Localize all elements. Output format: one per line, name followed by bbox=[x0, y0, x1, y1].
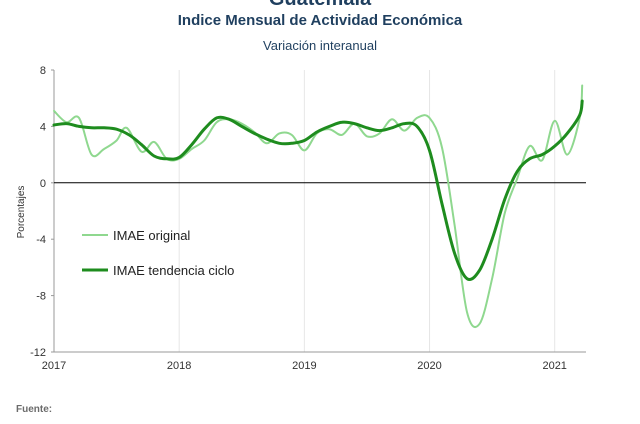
x-tick-label: 2019 bbox=[292, 360, 316, 372]
y-tick-label: 8 bbox=[40, 65, 46, 77]
y-tick-label: -8 bbox=[36, 291, 46, 303]
x-tick-label: 2020 bbox=[417, 360, 441, 372]
y-axis-label: Porcentajes bbox=[16, 186, 27, 239]
source-label: Fuente: bbox=[16, 404, 53, 415]
legend: IMAE original IMAE tendencia ciclo bbox=[82, 228, 234, 278]
legend-label-original: IMAE original bbox=[113, 228, 190, 243]
chart-subtitle: Variación interanual bbox=[263, 38, 377, 53]
chart-title: Indice Mensual de Actividad Económica bbox=[177, 12, 463, 29]
y-tick-label: -12 bbox=[30, 347, 46, 359]
y-tick-label: -4 bbox=[36, 234, 46, 246]
x-tick-label: 2017 bbox=[42, 360, 66, 372]
x-tick-label: 2021 bbox=[542, 360, 566, 372]
grid-lines bbox=[53, 70, 556, 352]
series-layer bbox=[52, 84, 584, 329]
x-tick-label: 2018 bbox=[167, 360, 191, 372]
y-tick-label: 0 bbox=[40, 178, 46, 190]
legend-label-trend: IMAE tendencia ciclo bbox=[113, 263, 234, 278]
y-tick-label: 4 bbox=[40, 121, 46, 133]
country-title: Guatemala bbox=[0, 0, 640, 11]
series-line-trend bbox=[52, 99, 584, 281]
series-line-original bbox=[53, 84, 584, 329]
axes bbox=[51, 69, 586, 353]
